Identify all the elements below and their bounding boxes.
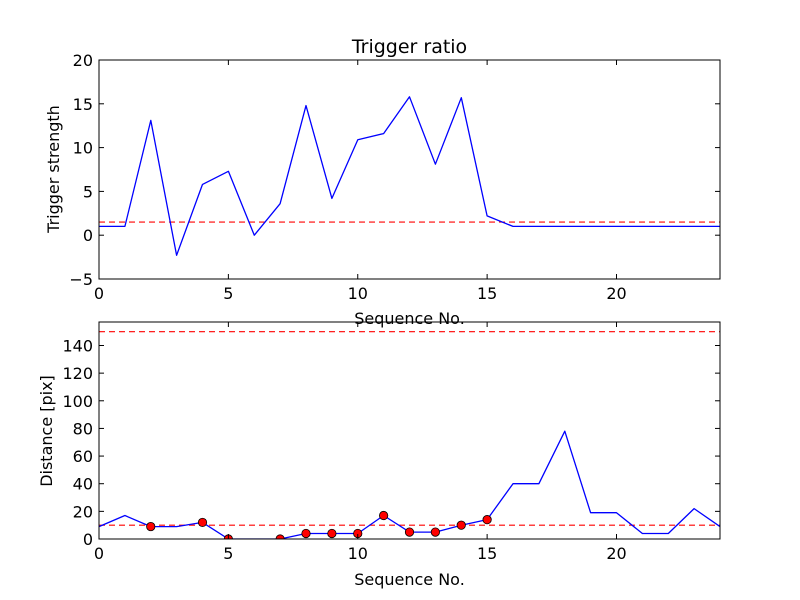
y-axis-label: Trigger strength [44,105,63,234]
data-point [327,528,337,539]
y-tick-label: −5 [69,270,93,289]
x-tick-label: 15 [477,284,497,303]
y-tick-label: 15 [73,95,93,114]
plot-area [99,331,720,539]
y-tick-label: 0 [83,226,93,245]
y-tick-label: 120 [62,364,93,383]
y-tick-label: 5 [83,182,93,201]
x-tick-label: 5 [223,284,233,303]
series-line [99,96,720,256]
data-point [197,517,208,528]
series-line [99,430,720,539]
y-tick-label: 10 [73,139,93,158]
y-tick-label: 40 [73,475,93,494]
y-tick-label: 60 [73,447,93,466]
data-point [301,528,311,539]
axes-frame [98,321,721,540]
x-axis-label: Sequence No. [354,570,465,589]
data-point [404,527,415,537]
chart-title: Trigger ratio [351,36,467,58]
x-tick-label: 0 [94,544,104,563]
data-point [379,510,389,521]
axes-frame [98,59,721,280]
data-point [430,527,440,537]
distance-chart: Sequence No. Distance [pix] 0 5 10 15 20 0 20 4… [37,321,721,589]
y-axis-label: Distance [pix] [37,375,56,487]
data-point [482,515,492,525]
plot-area [99,96,720,256]
y-tick-label: 100 [62,392,93,411]
y-tick-label: 20 [73,502,93,521]
y-tick-label: 0 [83,530,93,549]
x-tick-label: 15 [477,544,497,563]
x-tick-label: 5 [223,544,233,563]
y-tick-label: 20 [73,51,93,70]
x-tick-label: 10 [348,284,368,303]
x-tick-label: 20 [606,284,626,303]
data-point [146,521,156,532]
trigger-ratio-chart: Trigger ratio Sequence No. Trigger stren… [44,36,721,328]
x-tick-label: 10 [348,544,368,563]
data-point [456,520,466,530]
y-tick-label: 80 [73,419,93,438]
x-tick-label: 20 [606,544,626,563]
y-tick-label: 140 [62,336,93,355]
x-tick-label: 0 [94,284,104,303]
x-axis-label: Sequence No. [354,309,465,328]
